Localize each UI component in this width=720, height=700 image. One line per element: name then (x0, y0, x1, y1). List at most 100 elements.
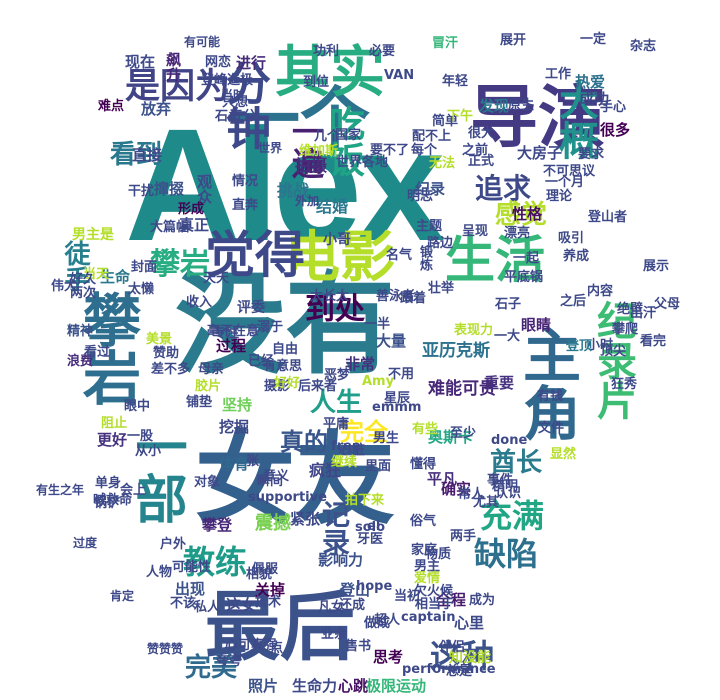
word-item: 世界各地 (336, 155, 389, 170)
word-item: 伟大 (51, 279, 78, 294)
word-item: 很多 (600, 121, 631, 139)
word-item: 精明 (492, 479, 519, 494)
word-item: 有钱 (537, 389, 564, 404)
word-item: 母亲 (198, 362, 225, 377)
word-item: 石子 (495, 297, 522, 312)
word-item: 感觉 (495, 200, 548, 230)
word-item: 酋长 (490, 448, 543, 478)
word-item: 真正 (179, 216, 210, 234)
word-item: 两手 (450, 529, 477, 544)
word-item: 喊救命 (93, 493, 133, 508)
word-item: 太长太 (310, 289, 350, 304)
word-item: 漂亮 (504, 226, 531, 241)
word-item: 觉得 (205, 226, 305, 284)
word-item: 没有 (175, 261, 395, 389)
word-item: 大房子 (517, 144, 563, 162)
word-item: 充满 (480, 497, 545, 535)
word-item: 教练 (183, 543, 248, 581)
word-item: 徒手 (60, 240, 90, 292)
word-item: 一个 (230, 79, 370, 161)
word-item: 名气 (386, 248, 413, 263)
word-item: 要不了 (370, 143, 410, 158)
word-item: 记录 (318, 500, 351, 556)
word-item: 照片 (248, 677, 279, 695)
word-item: 震撼 (255, 513, 291, 534)
word-item: 当时 (221, 88, 246, 102)
word-item: 展开 (500, 33, 527, 48)
word-item: solo (355, 520, 386, 535)
word-item: 吸引 (558, 231, 585, 246)
word-item: 售书 (345, 639, 372, 654)
word-item: 这种 (430, 637, 495, 675)
word-item: 完美 (185, 653, 238, 683)
word-item: 体育 (219, 455, 250, 473)
word-item: 平凡 (427, 470, 458, 488)
word-item: 下午 (447, 109, 474, 124)
word-item: free (331, 439, 361, 454)
word-item: 关掉 (255, 581, 286, 599)
word-item: 确实 (441, 480, 472, 498)
word-item: 懂得 (410, 457, 437, 472)
word-item: 物质 (425, 547, 452, 562)
word-item: 成为 (469, 593, 496, 608)
word-item: 全程 (436, 591, 467, 609)
word-item: 生命力 (292, 677, 338, 695)
word-item: 难能可贵 (428, 379, 496, 399)
word-item: 进行 (236, 54, 267, 72)
word-item: 撺掇 (154, 180, 185, 198)
word-item: captain (401, 610, 456, 625)
word-item: 美景 (146, 332, 173, 347)
word-item: 直奔 (232, 198, 259, 213)
word-item: 展示 (643, 259, 670, 274)
word-item: performance (402, 662, 496, 677)
word-item: 赞助 (153, 346, 180, 361)
word-item: 浪费 (67, 354, 94, 369)
word-item: 天天 (203, 271, 230, 286)
word-item: 眼中 (124, 399, 151, 414)
word-item: 恶梦 (324, 368, 351, 383)
word-item: 毫不在意 (207, 324, 260, 339)
word-item: 狂秀 (611, 377, 638, 392)
word-item: 配不上 (412, 129, 452, 144)
word-item: 对象 (194, 475, 221, 490)
word-item: 其实 (275, 40, 386, 104)
word-item: 五分 (230, 109, 257, 124)
word-item: 常人 (458, 487, 485, 502)
word-item: 疯狂 (309, 461, 342, 480)
word-item: VAN (384, 68, 415, 83)
word-item: 评委 (237, 300, 265, 316)
word-item: 点 (270, 641, 284, 656)
word-item: 锅铲 (94, 496, 121, 511)
word-item: 纪录 (415, 180, 446, 198)
word-item: 超人 (374, 613, 401, 628)
word-item: 男主 (414, 559, 441, 574)
word-item: 伴侣 (439, 640, 466, 655)
word-item: 人生 (310, 388, 363, 418)
word-item: 技术 (255, 595, 282, 610)
word-item: 事件 (487, 473, 514, 488)
word-item: 里面 (365, 459, 392, 474)
word-item: 情况 (232, 174, 259, 189)
word-item: 会上 (120, 483, 147, 498)
word-item: 从小 (135, 444, 162, 459)
word-item: 一起 (513, 251, 540, 266)
word-item: 欠火候 (414, 584, 454, 599)
word-item: 男生 (373, 431, 400, 446)
word-item: 攀岩 (73, 290, 141, 406)
word-item: 年轻 (442, 74, 469, 89)
word-item: 明志 (407, 189, 434, 204)
word-item: 飙升 (164, 52, 182, 82)
word-item: 心跳 (338, 677, 369, 695)
word-item: 肯定 (110, 589, 135, 603)
word-item: 必要 (369, 44, 396, 59)
word-item: 大量 (376, 332, 407, 350)
word-item: 意义 (263, 469, 290, 484)
word-item: 亚历克斯 (422, 341, 490, 361)
word-item: 出汗 (630, 306, 657, 321)
word-item: 相当于 (415, 597, 455, 612)
word-item: done (491, 433, 528, 448)
word-item: 看过 (84, 345, 111, 360)
word-item: 凡女 (318, 600, 345, 615)
word-item: 热爱 (575, 73, 606, 91)
word-item: 呈现 (462, 224, 489, 239)
